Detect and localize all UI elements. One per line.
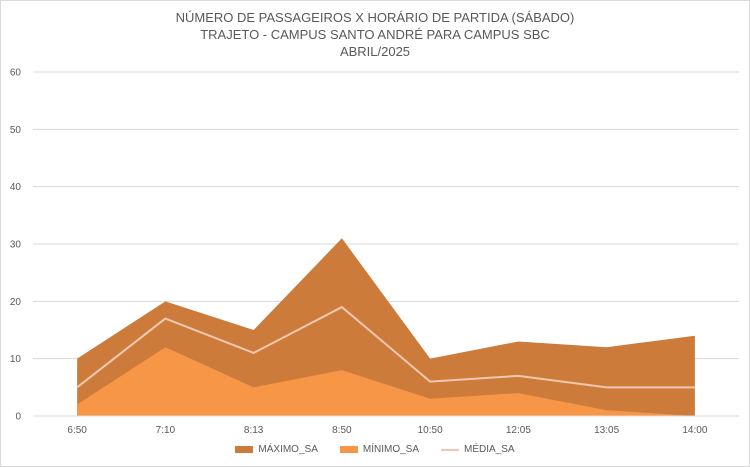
legend: MÁXIMO_SA MÍNIMO_SA MÉDIA_SA [1, 444, 749, 455]
legend-item-media: MÉDIA_SA [441, 444, 515, 455]
chart-title-line-3: ABRIL/2025 [339, 44, 411, 59]
y-tick-label: 0 [15, 412, 21, 423]
area-series-m-nimo-sa [77, 347, 695, 416]
legend-item-minimo: MÍNIMO_SA [339, 444, 419, 455]
y-tick-label: 30 [10, 240, 22, 251]
x-tick-label: 8:13 [244, 425, 264, 436]
chart-title-line-1: NÚMERO DE PASSAGEIROS X HORÁRIO DE PARTI… [175, 10, 575, 25]
legend-swatch-minimo [339, 446, 358, 453]
line-series-m-dia-sa [76, 305, 695, 389]
legend-swatch-maximo [235, 446, 254, 453]
legend-label-maximo: MÁXIMO_SA [258, 444, 318, 455]
x-tick-label: 8:50 [332, 425, 352, 436]
x-tick-label: 12:05 [506, 425, 531, 436]
x-tick-label: 14:00 [682, 425, 707, 436]
y-tick-label: 60 [10, 68, 22, 79]
x-tick-label: 6:50 [67, 425, 87, 436]
legend-swatch-media [441, 448, 459, 451]
chart-title-line-2: TRAJETO - CAMPUS SANTO ANDRÉ PARA CAMPUS… [200, 27, 550, 42]
chart-title: NÚMERO DE PASSAGEIROS X HORÁRIO DE PARTI… [1, 9, 749, 60]
x-tick-label: 13:05 [594, 425, 619, 436]
y-tick-label: 10 [10, 354, 22, 365]
y-tick-label: 50 [10, 125, 22, 136]
legend-item-maximo: MÁXIMO_SA [235, 444, 318, 455]
y-tick-label: 20 [10, 297, 22, 308]
legend-label-media: MÉDIA_SA [464, 444, 515, 455]
area-series-m-ximo-sa [77, 238, 695, 416]
y-tick-label: 40 [10, 182, 22, 193]
x-tick-label: 10:50 [418, 425, 443, 436]
legend-label-minimo: MÍNIMO_SA [362, 444, 419, 455]
x-tick-label: 7:10 [156, 425, 176, 436]
